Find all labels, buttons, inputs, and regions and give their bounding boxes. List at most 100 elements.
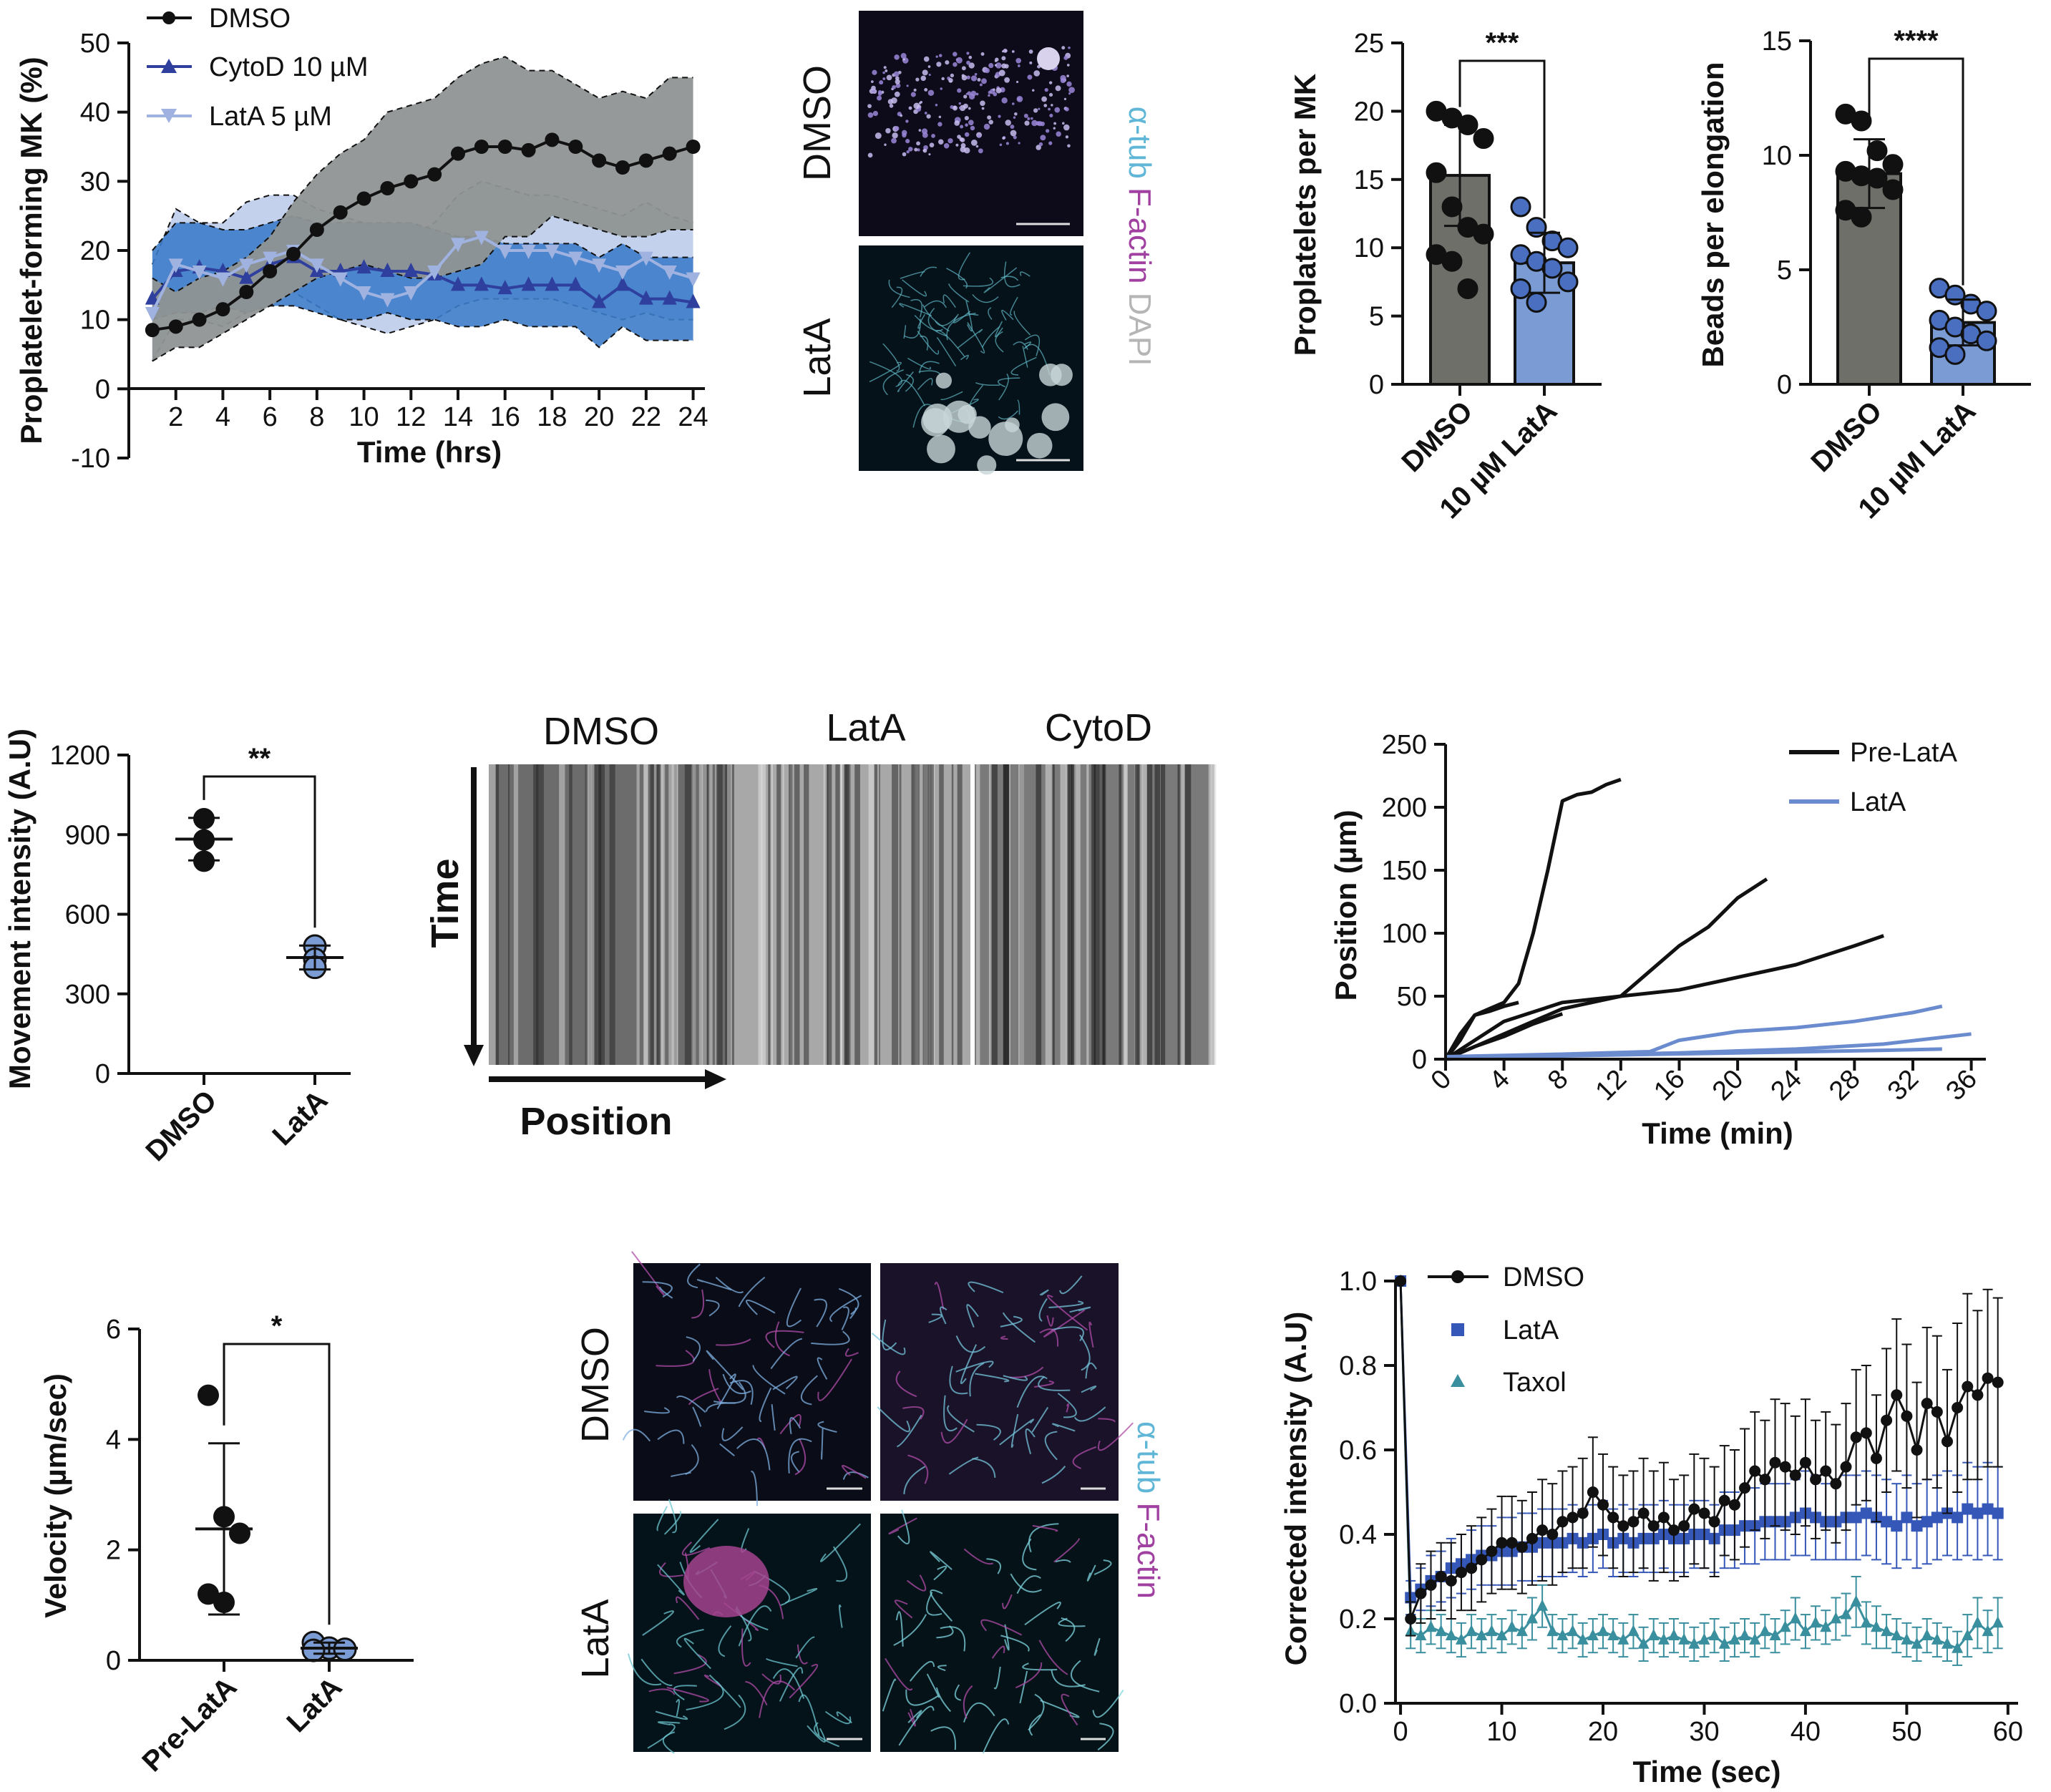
x-tick-label: 20 (1707, 1064, 1750, 1107)
data-point (1425, 1620, 1437, 1632)
y-tick-label: 25 (1354, 29, 1384, 59)
data-point (1976, 301, 1997, 322)
data-point (662, 290, 677, 305)
stain-dot (1014, 112, 1018, 116)
stain-dot (1027, 117, 1031, 121)
stain-dot (928, 74, 931, 77)
data-point (1759, 1625, 1771, 1637)
kymo-stripe (569, 764, 573, 1065)
data-point (198, 1583, 219, 1605)
stain-dot (922, 132, 928, 138)
stain-dot (923, 56, 930, 62)
microtubule-fiber (930, 1589, 953, 1622)
y-tick-label: 250 (1382, 730, 1427, 760)
microtubule-fiber (1010, 1413, 1019, 1448)
kymo-stripe (731, 764, 734, 1065)
stain-dot (1038, 142, 1043, 147)
stain-dot (961, 74, 965, 77)
stain-dot (1053, 122, 1057, 125)
stain-dot (891, 137, 897, 144)
data-point (1536, 1599, 1549, 1611)
data-point (1992, 1376, 2004, 1388)
legend-marker-lata (161, 109, 177, 123)
microtubule-fiber (796, 1644, 808, 1665)
stain-fiber (1001, 309, 1014, 321)
data-point (474, 230, 489, 245)
stain-dot (875, 132, 882, 140)
kymo-stripe (988, 764, 992, 1065)
y-tick-label: 15 (1354, 165, 1384, 195)
data-point (309, 223, 324, 237)
stain-dot (1011, 102, 1015, 105)
C2-ylabel: Beads per elongation (1696, 62, 1730, 367)
stain-dot (940, 87, 942, 90)
data-point (1718, 1494, 1730, 1506)
x-tick-label: 6 (263, 402, 278, 432)
data-point (545, 132, 560, 147)
stain-dot (980, 52, 985, 56)
kymo-stripe (585, 764, 590, 1065)
microtubule-fiber (841, 1306, 849, 1330)
stain-dot (981, 107, 985, 110)
F-xlabel: Time (min) (1642, 1116, 1793, 1150)
D-ylabel: Movement intensity (A.U) (3, 729, 36, 1089)
stain-dot (970, 90, 977, 97)
kymo-stripe (911, 764, 914, 1065)
y-tick-label: 0.4 (1339, 1520, 1377, 1550)
legend-marker-dmso (162, 11, 175, 24)
stain-fiber (1017, 399, 1020, 415)
stain-fiber (1013, 311, 1031, 336)
stain-dot (955, 58, 959, 62)
microtubule-fiber (794, 1438, 807, 1476)
data-point (356, 286, 371, 301)
stain-fiber (1010, 356, 1037, 376)
data-point (1769, 1629, 1781, 1640)
stain-fiber (888, 279, 910, 298)
data-point (1972, 1616, 1984, 1628)
stain-dot (895, 79, 900, 84)
microtubule-fiber (1031, 1406, 1049, 1433)
stain-dot (928, 153, 931, 156)
data-point (1455, 1632, 1467, 1645)
stain-dot (1031, 117, 1033, 120)
y-tick-label: 10 (1354, 233, 1384, 263)
data-point (1779, 1620, 1791, 1632)
G-ylabel: Velocity (µm/sec) (39, 1373, 72, 1618)
stain-dot (968, 55, 973, 59)
data-point (615, 266, 630, 280)
microtubule-fiber (662, 1731, 676, 1754)
stain-dot (1005, 120, 1011, 126)
kymo-stripe (1177, 764, 1180, 1065)
significance-label: **** (1894, 25, 1939, 57)
kymo-stripe (653, 764, 657, 1065)
data-point (1445, 1574, 1457, 1587)
data-point (1516, 1625, 1528, 1637)
microtubule-fiber (972, 1458, 996, 1478)
data-point (380, 293, 395, 308)
microtubule-fiber (724, 1694, 746, 1730)
stain-dot (1048, 107, 1051, 111)
microtubule-fiber (683, 1637, 711, 1670)
data-point (1941, 1637, 1953, 1649)
A-legend-dmso: DMSO (209, 4, 291, 34)
stain-dot (950, 73, 955, 78)
I-xlabel: Time (sec) (1633, 1755, 1781, 1788)
stain-fiber (897, 379, 926, 406)
data-point (1779, 1461, 1791, 1473)
y-tick-label: 50 (1397, 982, 1427, 1012)
microtubule-fiber (1053, 1538, 1081, 1563)
kymo-stripe (1156, 764, 1161, 1065)
stain-fiber (937, 337, 957, 367)
kymo-stripe (1008, 764, 1011, 1065)
stain-fiber (948, 283, 970, 303)
x-tick-label: 24 (678, 402, 708, 432)
stain-dot (1031, 89, 1035, 92)
b-chan-actin: F-actin (1122, 179, 1157, 284)
stain-dot (1004, 77, 1010, 83)
x-tick-label: 12 (1590, 1064, 1633, 1107)
chart-corrected-intensity: 0.0 0.2 0.4 0.6 0.8 1.0 0 10 20 30 40 50 60 Correct… (1279, 1262, 2023, 1788)
b-dmso-staining (867, 46, 1075, 158)
data-point (1556, 1516, 1569, 1528)
microtubule-fiber (1048, 1300, 1084, 1309)
